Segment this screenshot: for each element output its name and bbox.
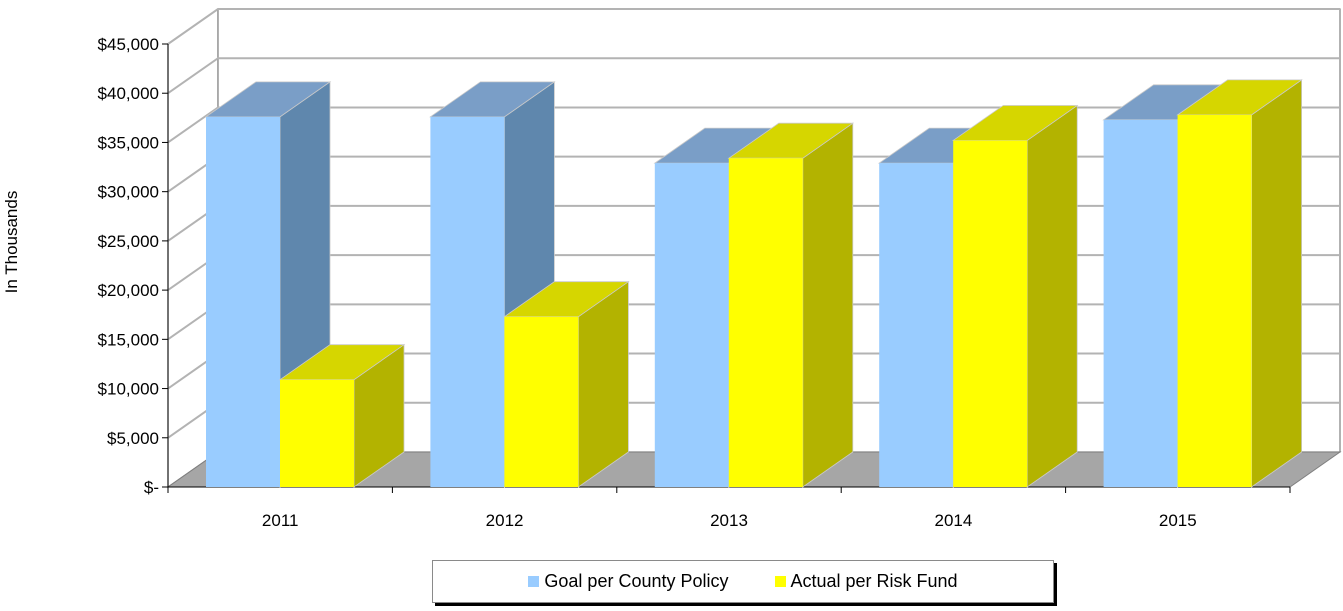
bar-front [430,117,504,487]
legend-item-goal: Goal per County Policy [528,571,728,592]
x-tick-label: 2014 [934,511,972,530]
bar-side [578,282,628,487]
y-tick-label: $30,000 [98,183,159,202]
bar-front [953,140,1027,487]
bar-front [655,163,729,487]
bar-side [1027,105,1077,487]
legend-label-actual: Actual per Risk Fund [791,571,958,592]
bar-side [1252,80,1302,487]
x-tick-label: 2012 [486,511,524,530]
y-tick-label: $5,000 [107,429,159,448]
y-tick-label: $25,000 [98,232,159,251]
y-axis-title: In Thousands [2,191,21,294]
bar-front [729,158,803,487]
x-tick-label: 2013 [710,511,748,530]
y-tick-label: $45,000 [98,35,159,54]
bar-actual-per-risk-fund-2015 [1178,80,1302,487]
bar-front [280,380,354,487]
bar-front [1178,115,1252,487]
bar-actual-per-risk-fund-2014 [953,105,1077,487]
legend-label-goal: Goal per County Policy [544,571,728,592]
y-tick-label: $40,000 [98,84,159,103]
legend-swatch-actual [775,576,786,587]
y-tick-label: $20,000 [98,281,159,300]
bar-actual-per-risk-fund-2012 [504,282,628,487]
x-tick-label: 2015 [1159,511,1197,530]
y-tick-label: $- [144,478,159,497]
y-tick-label: $10,000 [98,380,159,399]
legend-swatch-goal [528,576,539,587]
x-axis-tick-labels: 2011 2012 2013 2014 2015 [262,511,1197,530]
bar-front [1104,120,1178,487]
y-tick-label: $35,000 [98,133,159,152]
y-tick-label: $15,000 [98,330,159,349]
bar-actual-per-risk-fund-2013 [729,123,853,487]
bar-front [206,117,280,487]
legend-item-actual: Actual per Risk Fund [775,571,958,592]
bar-side [803,123,853,487]
bar-front [879,163,953,487]
y-axis-tick-labels: $- $5,000 $10,000 $15,000 $20,000 $25,000 $30,… [98,35,159,497]
legend: Goal per County Policy Actual per Risk F… [432,560,1054,603]
x-tick-label: 2011 [262,511,299,530]
bar-front [504,317,578,487]
